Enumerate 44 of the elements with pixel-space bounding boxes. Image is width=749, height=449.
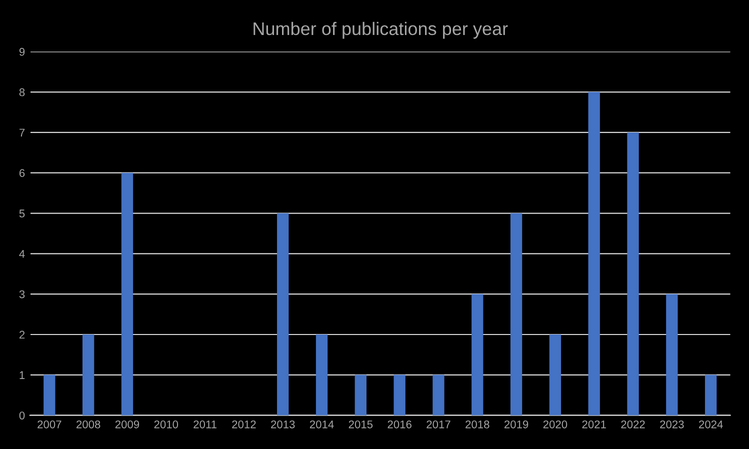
x-tick-label: 2022 [621,420,645,428]
x-tick-label: 2020 [543,420,568,428]
bar [82,334,94,416]
bar [704,374,717,416]
x-tick-label: 2021 [582,420,606,428]
x-tick-label: 2011 [194,420,216,428]
bar [627,132,639,416]
x-tick-label: 2009 [115,420,140,428]
x-tick-label: 2018 [466,420,490,428]
x-tick-label: 2007 [38,420,62,428]
bar [510,213,522,416]
y-tick-label: 4 [19,250,25,258]
bar [354,374,366,416]
chart-title: Number of publications per year [254,22,508,39]
x-tick-label: 2023 [660,420,684,428]
y-tick-label: 9 [19,48,25,56]
y-tick-label: 1 [20,371,25,379]
x-tick-label: 2008 [76,420,100,428]
bar [44,374,56,416]
bar [472,294,484,416]
x-tick-label: 2014 [310,420,334,428]
bar [277,213,289,416]
bar [666,294,678,416]
y-tick-label: 5 [19,210,25,218]
bar [394,374,406,416]
bar [316,334,328,416]
bar [121,172,134,416]
x-tick-label: 2019 [504,420,528,428]
y-tick-label: 0 [19,412,25,420]
y-tick-label: 8 [19,88,25,96]
y-tick-label: 3 [19,290,25,298]
x-tick-label: 2010 [154,420,178,428]
bar [588,92,600,416]
x-tick-label: 2013 [271,420,295,428]
bar [549,334,562,416]
x-tick-label: 2024 [699,420,723,428]
x-tick-label: 2012 [232,420,256,428]
x-tick-label: 2015 [348,420,373,428]
y-tick-label: 7 [19,128,25,136]
bar [432,374,444,416]
y-tick-label: 6 [19,169,25,177]
x-tick-label: 2017 [426,420,450,428]
x-tick-label: 2016 [388,420,412,428]
y-tick-label: 2 [19,330,25,339]
